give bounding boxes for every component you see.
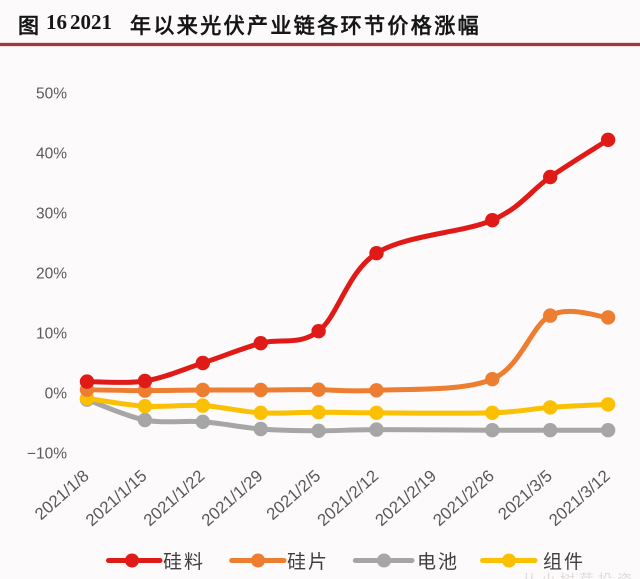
svg-text:50%: 50% bbox=[36, 86, 67, 103]
svg-text:40%: 40% bbox=[36, 146, 67, 163]
svg-text:从小树芽投资: 从小树芽投资 bbox=[522, 572, 636, 579]
svg-text:0%: 0% bbox=[45, 386, 68, 403]
svg-text:2021/2/12: 2021/2/12 bbox=[314, 466, 383, 530]
svg-text:2021/1/29: 2021/1/29 bbox=[198, 466, 267, 530]
svg-text:组件: 组件 bbox=[543, 551, 585, 573]
svg-text:硅片: 硅片 bbox=[287, 551, 329, 573]
svg-text:2021/1/22: 2021/1/22 bbox=[140, 466, 209, 530]
svg-text:2021/3/12: 2021/3/12 bbox=[545, 466, 614, 530]
svg-text:硅料: 硅料 bbox=[163, 551, 205, 573]
svg-text:30%: 30% bbox=[36, 206, 67, 223]
svg-text:电池: 电池 bbox=[417, 551, 459, 573]
svg-text:10%: 10% bbox=[36, 326, 67, 343]
svg-text:2021/2/26: 2021/2/26 bbox=[429, 466, 498, 530]
svg-text:2021/1/15: 2021/1/15 bbox=[82, 466, 151, 530]
svg-text:2021/2/19: 2021/2/19 bbox=[371, 466, 440, 530]
svg-text:−10%: −10% bbox=[27, 446, 67, 463]
svg-text:20%: 20% bbox=[36, 266, 67, 283]
